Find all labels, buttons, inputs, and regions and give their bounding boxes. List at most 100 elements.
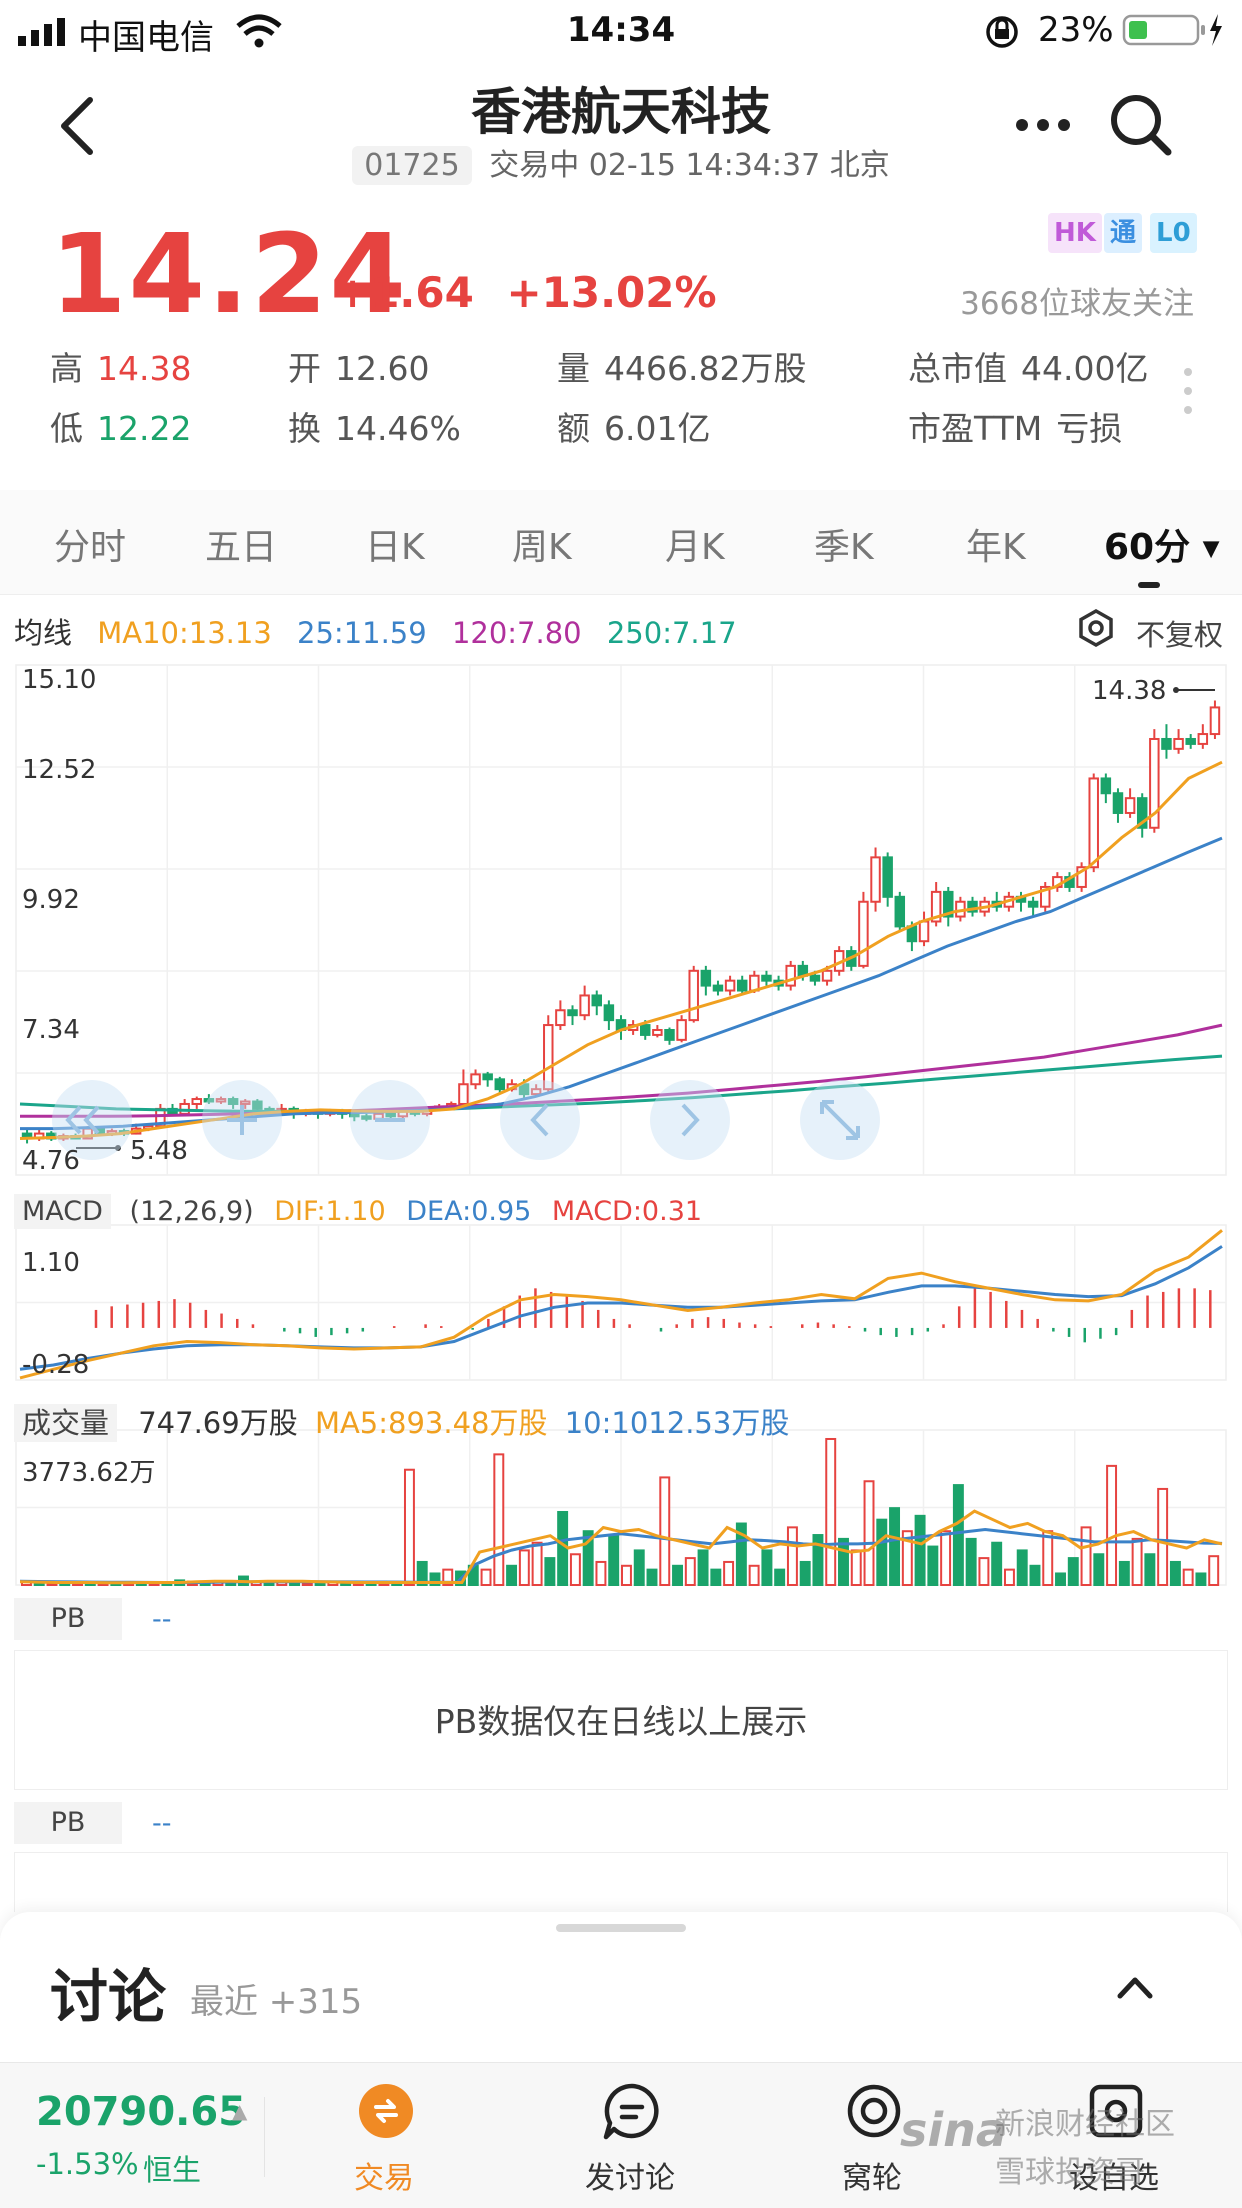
pb-value-2: -- xyxy=(152,1808,172,1839)
ma10-line xyxy=(19,760,1223,1140)
volume-bar xyxy=(518,1549,530,1587)
stock-chart[interactable] xyxy=(0,655,1242,1595)
candle-body xyxy=(1149,737,1160,829)
chevron-left-icon-bg xyxy=(500,1080,580,1160)
settings-hex-icon[interactable] xyxy=(1076,608,1116,648)
warrant-icon xyxy=(847,2084,901,2138)
macd-tick-bottom: -0.28 xyxy=(22,1350,90,1380)
macd-value-label: MACD:0.31 xyxy=(551,1196,703,1227)
more-icon[interactable] xyxy=(1014,112,1072,138)
volume-bar xyxy=(710,1568,722,1586)
volume-bar xyxy=(1131,1537,1143,1587)
volume-bar xyxy=(825,1437,837,1586)
follower-count[interactable]: 3668位球友关注 xyxy=(960,286,1194,322)
max-marker-dot xyxy=(1173,687,1179,693)
warrant-label: 窝轮 xyxy=(842,2161,902,2196)
plus-icon xyxy=(227,1105,257,1135)
battery-icon xyxy=(1122,14,1222,46)
change-amount: +1.64 xyxy=(335,268,474,317)
volume-bar xyxy=(1169,1560,1181,1586)
ma25-label: 25:11.59 xyxy=(297,616,427,650)
expand-icon xyxy=(820,1100,860,1140)
vertical-more-icon[interactable] xyxy=(1180,366,1196,416)
rotation-lock-icon xyxy=(986,16,1018,48)
discussion-sheet[interactable]: 讨论 最近 +315 xyxy=(0,1912,1242,2062)
candle-body xyxy=(518,1083,530,1096)
watchlist-label: 设自选 xyxy=(1069,2161,1159,2196)
candle-body xyxy=(821,969,833,982)
candle-body xyxy=(530,1088,542,1096)
chevron-up-icon[interactable] xyxy=(1116,1974,1154,2000)
stat-market-cap: 总市值 44.00亿 xyxy=(908,349,1149,388)
candle-body xyxy=(227,1098,239,1105)
dropdown-caret-icon: ▼ xyxy=(1202,536,1220,562)
min-price-marker: 5.48 xyxy=(130,1136,188,1166)
volume-bar xyxy=(889,1507,901,1586)
tab-yearly[interactable]: 年K xyxy=(966,527,1026,568)
volume-bar xyxy=(786,1526,798,1586)
candle-body xyxy=(1161,737,1172,750)
volume-bar xyxy=(927,1545,939,1587)
pb-notice: PB数据仅在日线以上展示 xyxy=(434,1702,808,1741)
volume-bar xyxy=(965,1537,977,1587)
candle-body xyxy=(858,900,869,967)
ma-title: 均线 xyxy=(14,616,73,650)
max-price-marker: 14.38 xyxy=(1092,676,1167,706)
tab-weekly[interactable]: 周K xyxy=(512,527,572,568)
index-caret-icon: ▲ xyxy=(232,2099,248,2123)
price-tick-3: 9.92 xyxy=(22,885,80,915)
stat-turnover: 换 14.46% xyxy=(288,409,461,448)
stock-code: 01725 xyxy=(352,146,472,185)
tab-warrant[interactable]: 窝轮 xyxy=(772,2063,972,2208)
volume-bar xyxy=(1029,1564,1041,1586)
stat-amount: 额 6.01亿 xyxy=(557,409,711,448)
back-icon[interactable] xyxy=(56,96,96,156)
candle-body xyxy=(930,890,942,923)
volume-bar xyxy=(914,1514,926,1586)
price-tick-4: 7.34 xyxy=(22,1015,80,1045)
sheet-handle[interactable] xyxy=(556,1924,686,1932)
watermark-line1: 新浪财经社区 xyxy=(995,2107,1175,2142)
volume-bar xyxy=(416,1560,428,1586)
tab-60min[interactable]: 60分 ▼ xyxy=(1104,527,1220,568)
volume-bar xyxy=(1182,1568,1194,1586)
volume-bar xyxy=(1016,1549,1028,1587)
post-label: 发讨论 xyxy=(585,2161,675,2196)
index-value[interactable]: 20790.65 xyxy=(36,2089,247,2135)
ma250-line xyxy=(19,1054,1223,1113)
volume-bar xyxy=(991,1541,1003,1587)
adjust-mode[interactable]: 不复权 xyxy=(1136,618,1224,652)
tab-post[interactable]: 发讨论 xyxy=(530,2063,730,2208)
discussion-title: 讨论 xyxy=(50,1963,167,2031)
candle-body xyxy=(1100,777,1112,795)
ma120-line xyxy=(20,1023,1223,1118)
tab-trade[interactable]: 交易 xyxy=(284,2063,484,2208)
macd-params: (12,26,9) xyxy=(129,1196,254,1227)
candle-body xyxy=(470,1073,481,1086)
trade-icon xyxy=(359,2084,413,2138)
volume-bar xyxy=(403,1468,415,1586)
tab-divider xyxy=(264,2097,265,2177)
volume-bar xyxy=(506,1564,518,1586)
pb-panel: PB数据仅在日线以上展示 xyxy=(14,1650,1228,1790)
period-tabs: 分时 五日 日K 周K 月K 季K 年K 60分 ▼ xyxy=(0,490,1242,595)
volume-ma5: MA5:893.48万股 xyxy=(314,1406,548,1440)
watermark-brand: sina xyxy=(900,2103,1007,2157)
tab-watchlist[interactable]: 设自选 xyxy=(1014,2063,1214,2208)
ma10-label: MA10:13.13 xyxy=(97,616,272,650)
stat-low: 低 12.22 xyxy=(50,409,192,448)
tab-intraday[interactable]: 分时 xyxy=(54,527,127,568)
macd-legend: MACD (12,26,9) DIF:1.10 DEA:0.95 MACD:0.… xyxy=(14,1194,703,1229)
tab-daily[interactable]: 日K xyxy=(365,527,425,568)
tab-five-day[interactable]: 五日 xyxy=(205,527,278,568)
add-watchlist-icon xyxy=(1089,2084,1143,2138)
trading-time: 交易中 02-15 14:34:37 北京 xyxy=(489,148,890,183)
dif-line xyxy=(19,1229,1223,1380)
search-icon[interactable] xyxy=(1108,92,1174,158)
tab-quarterly[interactable]: 季K xyxy=(814,527,874,568)
tab-monthly[interactable]: 月K xyxy=(665,527,725,568)
candle-body xyxy=(882,856,893,898)
volume-bar xyxy=(480,1568,492,1586)
candle-body xyxy=(482,1073,493,1081)
volume-bar xyxy=(1157,1487,1169,1587)
